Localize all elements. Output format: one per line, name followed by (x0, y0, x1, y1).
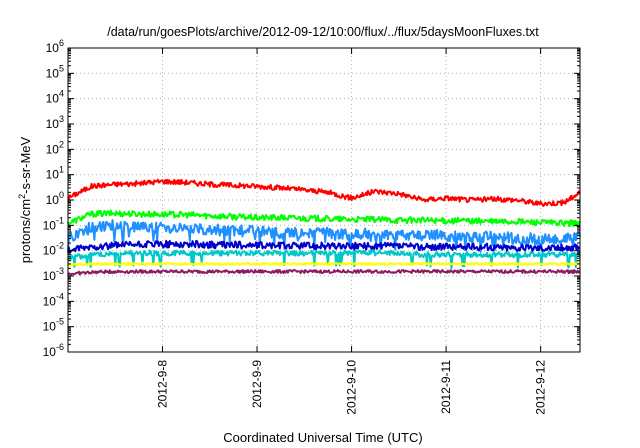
series-line-2 (67, 209, 581, 228)
series-line-3 (67, 219, 581, 254)
x-tick-label: 2012-9-8 (156, 360, 170, 408)
y-axis-label: protons/cm2-s-sr-MeV (17, 136, 33, 263)
grid-layer (68, 48, 580, 352)
y-tick-label: 101 (46, 165, 64, 182)
x-tick-label: 2012-9-10 (345, 360, 359, 415)
tick-layer: 10-6 10-5 10-4 10-3 10-2 10-1 100 101 102 103 104 1… (43, 38, 580, 415)
series-line-4 (67, 239, 581, 254)
y-axis-label-group: protons/cm2-s-sr-MeV (17, 136, 33, 263)
x-axis-label: Coordinated Universal Time (UTC) (223, 430, 422, 445)
series-layer (67, 178, 581, 276)
x-tick-label: 2012-9-12 (534, 360, 548, 415)
chart-title: /data/run/goesPlots/archive/2012-09-12/1… (107, 25, 539, 39)
y-axis-label-prefix: protons/cm (18, 199, 33, 263)
x-tick-label: 2012-9-11 (439, 360, 453, 414)
y-axis-label-suffix: -s-sr-MeV (18, 136, 33, 193)
y-tick-label: 10-4 (43, 291, 64, 308)
y-tick-label: 10-2 (43, 241, 64, 258)
y-tick-label: 10-1 (43, 215, 64, 232)
y-tick-label: 104 (46, 89, 64, 106)
y-tick-label: 105 (46, 63, 64, 80)
y-tick-label: 102 (46, 139, 64, 156)
y-axis-label-superscript: 2 (17, 194, 27, 199)
series-line-7 (67, 269, 581, 276)
y-tick-label: 100 (46, 190, 64, 207)
y-tick-label: 106 (46, 38, 64, 55)
y-tick-label: 10-6 (43, 342, 64, 359)
y-tick-label: 10-5 (43, 317, 64, 334)
y-tick-label: 10-3 (43, 266, 64, 283)
series-line-6 (67, 261, 581, 267)
series-line-1 (67, 178, 581, 207)
y-tick-label: 103 (46, 114, 64, 131)
x-tick-label: 2012-9-9 (250, 360, 264, 408)
